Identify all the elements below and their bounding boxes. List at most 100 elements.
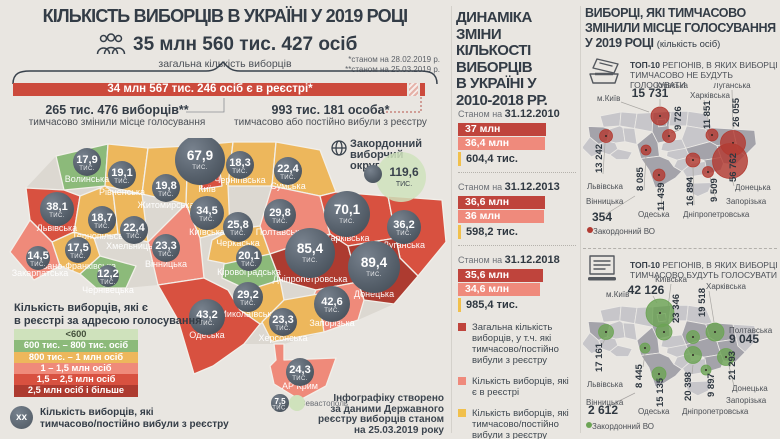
region-value-zaporizhzhia: 42,6 [321,296,342,308]
region-value-cherkasy: 25,8 [227,219,248,231]
people-group-icon [96,33,126,55]
region-unit-sumy: ТИС. [280,175,296,181]
mini-region-volyn [600,306,621,322]
mini-value-zaporizhzhia: 9 897 [706,373,717,397]
region-label-chernivtsi: Чернівецька [82,285,134,295]
region-unit-kyivska: ТИС. [199,217,215,223]
sevastopol-region-dot [289,395,305,411]
region-unit-dnipro: ТИС. [302,258,318,264]
region-unit-donetsk: ТИС. [366,272,382,278]
region-unit-mykolaiv: ТИС. [240,301,256,307]
region-label-ivano-frankivsk: Івано-Франківська [40,261,116,271]
mini-region-chernivtsi [610,345,632,356]
mini-region-rivne [620,112,637,129]
region-value-ternopil: 18,7 [91,212,112,224]
xx-marker-icon: хх [10,406,33,429]
mini-value-donetsk: 56 762 [728,153,739,182]
page-title: КІЛЬКІСТЬ ВИБОРЦІВ В УКРАЇНІ У 2019 РОЦІ [42,6,409,26]
map1-caption-bold: ТОП-10 [630,60,660,70]
mini-name-kyiv-city: м.Київ [597,94,620,103]
region-unit-odesa: ТИС. [199,321,215,327]
document-icon [588,255,616,281]
region-value-sumy: 22,4 [277,163,299,175]
mini-region-crimea [686,376,712,396]
mini-name-donetsk: Донецька [732,384,768,393]
mini-name-lviv: Львівська [587,182,623,191]
bar-total-voters: 37 млн [458,123,546,136]
mini-value-kharkiv: 11 851 [702,100,713,129]
scale-legend-row-5: 2,5 млн осіб і більше [14,385,138,397]
region-value-bubble-kherson [269,308,297,336]
abroad-dot-icon [586,422,592,428]
region-label-dnipro: Дніпропетровська [273,274,348,284]
region-label-khmelnytsky: Хмельницька [106,241,162,251]
region-label-zaporizhzhia: Запорізька [309,318,354,328]
map-not-voting: 15 731 м.Київ 9 726 Київська 11 851Харківськ… [583,83,771,236]
globe-icon [331,140,347,156]
leader-line [601,338,606,346]
region-value-bubble-sevastopol [271,394,289,412]
region-unit-kyiv-city: ТИС. [192,165,208,171]
leader-line [620,101,650,113]
mini-name-lviv: Львівська [587,380,623,389]
region-label-ternopil: Тернопільська [72,231,132,241]
changed-place-caption: тимчасово змінили місце голосування [28,117,206,128]
mini-region-rivne [620,306,637,324]
mini-value-kharkiv: 19 518 [697,288,708,317]
leader-line [708,290,715,323]
symbol-center-dot [711,134,713,136]
leader-line [728,365,735,387]
region-label-kharkiv: Харківська [325,233,370,243]
map1-caption: ТОП-10 РЕГІОНІВ, В ЯКИХ ВИБОРЦІ ТИМЧАСОВ… [630,60,780,90]
map2-caption: ТОП-10 РЕГІОНІВ, В ЯКИХ ВИБОРЦІ ТИМЧАСОВ… [630,260,780,280]
legend-swatch-icon [458,409,466,417]
region-label-kyivska: Київська [189,227,225,237]
leader-line [659,181,663,211]
symbol-center-dot [692,336,694,338]
region-label-donetsk: Донецька [354,289,394,299]
mini-value-kyiv-city: 15 731 [632,86,669,100]
mini-value-kyiv-city: 42 126 [628,283,665,297]
scale-legend-title: Кількість виборців, які є в реєстрі за а… [14,302,202,327]
mini-value-poltava: 9 045 [729,332,759,346]
region-label-mykolaiv: Миколаївська [219,309,276,319]
region-value-sevastopol: 7,5 [274,397,286,406]
region-value-volyn: 17,9 [76,154,97,166]
divider-mid-right [580,6,581,433]
mini-value-odesa: 11 439 [656,182,667,211]
mini-value-donetsk: 21 293 [727,351,738,380]
region-value-luhansk: 36,2 [393,219,414,231]
mini-value-vinnytsia: 8 445 [634,364,645,388]
mini-abroad-value: 2 612 [588,403,618,417]
mini-value-dnipro: 16 894 [685,176,696,206]
mini-abroad-value: 354 [592,210,612,224]
dynamics-date: Станом на 31.12.2018 [458,254,560,266]
registry-banner: 34 млн 567 тис. 246 осіб є в реєстрі* [13,83,407,96]
region-value-bubble-mykolaiv [233,282,263,312]
mini-region-zakarpattia [583,333,602,354]
mini-region-khmelnytsky [623,323,637,341]
abroad-district-unit: ТИС. [396,181,412,188]
left-registry-caption: тимчасово або постійно вибули з реєстру [234,117,427,128]
mini-value-kyivska: 9 726 [673,106,684,130]
bar-registry-voters: 36,4 млн [458,137,545,150]
leader-line [692,167,695,206]
mini-value-vinnytsia: 8 085 [635,167,646,191]
region-value-mykolaiv: 29,2 [237,289,258,301]
abroad-dot-icon [587,227,593,233]
relocated-title-suffix: (кількість осіб) [656,39,721,50]
mini-value-zaporizhzhia: 9 509 [709,178,720,202]
region-label-volyn: Волинська [65,174,109,184]
dynamics-legend-item-1: Кількість виборців, які є в реєстрі [458,376,576,398]
region-unit-zakarpattia: ТИС. [30,262,46,268]
symbol-center-dot [605,135,607,137]
region-unit-crimea: ТИС. [292,376,308,382]
symbol-center-dot [659,312,661,314]
mini-abroad-label: Закордонний ВО [593,227,655,236]
abroad-district-value: 119,6 [389,165,419,179]
leader-line [709,176,717,201]
date-note-2: **станом на 25.03.2019 р. [345,64,440,74]
